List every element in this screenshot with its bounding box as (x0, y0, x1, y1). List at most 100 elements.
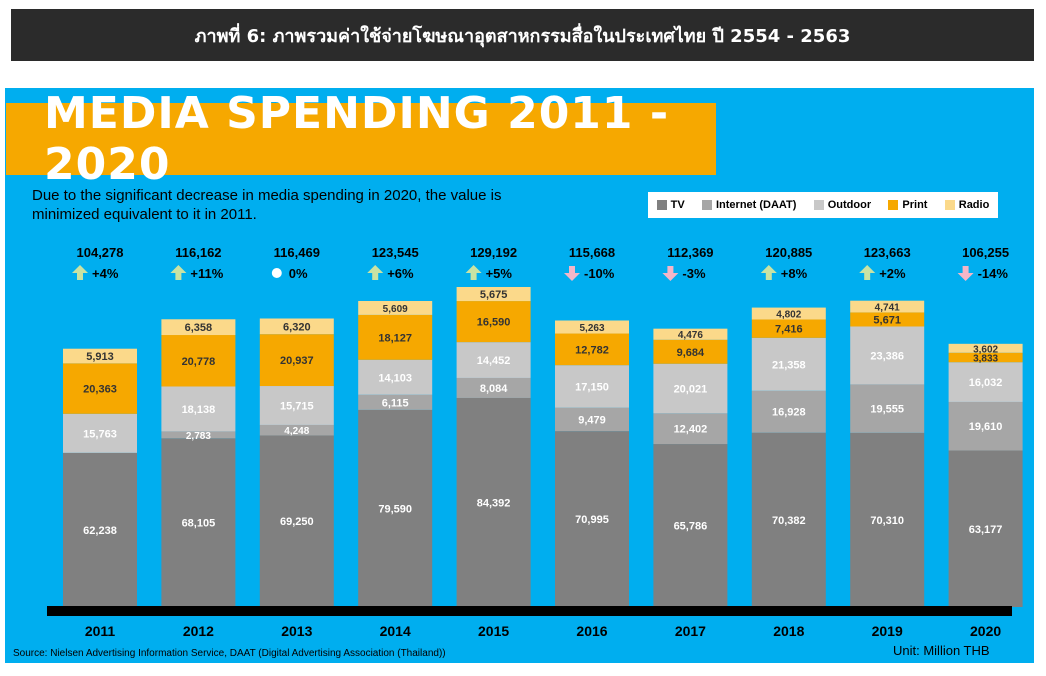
bar-segment-outdoor-2012 (161, 386, 236, 432)
bar-segment-print-2016 (555, 333, 629, 366)
bar-segment-tv-2020 (948, 450, 1023, 607)
total-label-2013: 116,469 (274, 245, 320, 260)
chart-legend: TV Internet (DAAT) Outdoor Print Radio (648, 192, 998, 218)
x-tick-label-2011: 2011 (85, 623, 116, 639)
data-label-tv-2020: 63,177 (969, 524, 1003, 536)
bar-segment-outdoor-2019 (850, 326, 925, 385)
data-label-radio-2017: 4,476 (678, 330, 703, 341)
bar-segment-print-2013 (259, 334, 334, 387)
bar-segment-tv-2019 (850, 432, 925, 607)
bar-segment-print-2011 (63, 363, 137, 414)
data-label-tv-2017: 65,786 (674, 521, 708, 533)
data-label-tv-2018: 70,382 (772, 515, 806, 527)
note-line-1: Due to the significant decrease in media… (32, 187, 502, 204)
data-label-outdoor-2012: 18,138 (182, 404, 216, 416)
data-label-tv-2013: 69,250 (280, 516, 314, 528)
bar-segment-internet-2014 (358, 394, 433, 410)
data-label-internet-2014: 6,115 (382, 397, 409, 409)
change-label-2018: +8% (781, 266, 808, 281)
data-label-tv-2011: 62,238 (83, 525, 117, 537)
data-label-radio-2018: 4,802 (776, 310, 801, 321)
bar-segment-print-2012 (161, 335, 236, 387)
data-label-print-2020: 3,833 (973, 353, 998, 364)
bar-segment-radio-2013 (259, 318, 334, 335)
bar-segment-radio-2019 (850, 300, 925, 313)
bar-segment-print-2019 (850, 312, 925, 327)
data-label-print-2018: 7,416 (775, 324, 803, 336)
data-label-print-2011: 20,363 (83, 384, 117, 396)
x-tick-label-2014: 2014 (380, 623, 411, 639)
data-label-internet-2020: 19,610 (969, 421, 1003, 433)
change-label-2012: +11% (190, 266, 223, 281)
legend-item-print: Print (888, 199, 927, 211)
bar-segment-outdoor-2011 (63, 413, 137, 453)
x-tick-label-2012: 2012 (183, 623, 214, 639)
data-label-outdoor-2020: 16,032 (969, 377, 1003, 389)
total-label-2011: 104,278 (77, 245, 124, 260)
data-label-print-2012: 20,778 (182, 356, 216, 368)
bar-segment-internet-2019 (850, 384, 925, 433)
bar-segment-outdoor-2016 (555, 365, 629, 408)
data-label-print-2017: 9,684 (677, 347, 705, 359)
bar-segment-tv-2015 (456, 397, 531, 607)
up-arrow-icon-2012 (170, 265, 187, 280)
data-label-tv-2016: 70,995 (575, 514, 609, 526)
bar-segment-outdoor-2015 (456, 342, 531, 378)
up-arrow-icon-2011 (72, 265, 88, 280)
x-tick-label-2013: 2013 (281, 623, 312, 639)
data-label-internet-2015: 8,084 (480, 383, 508, 395)
bar-segment-print-2017 (653, 339, 728, 364)
legend-label-radio: Radio (958, 199, 990, 211)
data-label-radio-2013: 6,320 (283, 321, 311, 333)
change-label-2016: -10% (584, 266, 615, 281)
data-label-radio-2011: 5,913 (86, 351, 114, 363)
legend-item-radio: Radio (944, 199, 990, 211)
up-arrow-icon-2015 (465, 265, 482, 280)
legend-swatch-tv (656, 200, 667, 210)
data-label-outdoor-2011: 15,763 (83, 428, 117, 440)
source-note: Source: Nielsen Advertising Information … (13, 648, 446, 659)
data-label-outdoor-2014: 14,103 (378, 372, 412, 384)
data-label-radio-2012: 6,358 (185, 322, 213, 334)
bar-segment-internet-2016 (555, 407, 629, 432)
data-label-radio-2019: 4,741 (875, 303, 900, 314)
bar-segment-print-2020 (948, 352, 1023, 363)
legend-item-internet: Internet (DAAT) (701, 199, 796, 211)
data-label-outdoor-2013: 15,715 (280, 400, 314, 412)
data-label-print-2019: 5,671 (873, 314, 901, 326)
data-label-print-2015: 16,590 (477, 317, 511, 329)
total-label-2014: 123,545 (372, 245, 419, 260)
bar-segment-radio-2015 (456, 287, 531, 302)
total-label-2020: 106,255 (962, 245, 1009, 260)
data-label-internet-2017: 12,402 (674, 424, 708, 436)
bar-segment-tv-2011 (63, 452, 137, 607)
bar-segment-tv-2018 (751, 432, 826, 607)
bar-segment-radio-2017 (653, 328, 728, 340)
bar-segment-radio-2012 (161, 319, 236, 336)
bar-segment-tv-2014 (358, 409, 433, 607)
bar-segment-tv-2013 (259, 435, 334, 607)
x-tick-label-2018: 2018 (773, 623, 804, 639)
x-tick-label-2016: 2016 (576, 623, 607, 639)
up-arrow-icon-2018 (760, 265, 777, 280)
data-label-tv-2019: 70,310 (870, 515, 904, 527)
chart-note: Due to the significant decrease in media… (32, 186, 632, 224)
data-label-radio-2016: 5,263 (579, 323, 604, 334)
data-label-radio-2015: 5,675 (480, 289, 508, 301)
bar-segment-tv-2017 (653, 444, 728, 607)
change-label-2015: +5% (486, 266, 513, 281)
bar-segment-tv-2012 (161, 438, 236, 607)
legend-item-tv: TV (656, 199, 685, 211)
x-tick-label-2020: 2020 (970, 623, 1001, 639)
bar-segment-radio-2018 (751, 307, 826, 320)
legend-label-tv: TV (670, 199, 685, 211)
data-label-outdoor-2018: 21,358 (772, 359, 806, 371)
bar-segment-print-2018 (751, 319, 826, 338)
change-label-2019: +2% (879, 266, 906, 281)
bar-segment-print-2015 (456, 301, 531, 343)
legend-swatch-print (888, 200, 899, 210)
total-label-2012: 116,162 (175, 245, 221, 260)
bar-segment-outdoor-2017 (653, 363, 728, 414)
total-label-2015: 129,192 (470, 245, 517, 260)
legend-swatch-radio (944, 200, 955, 210)
